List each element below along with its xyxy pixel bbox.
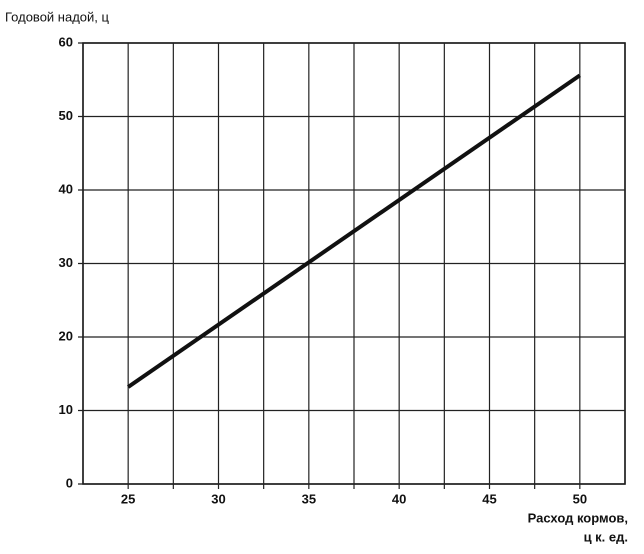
x-tick-label: 25	[121, 491, 135, 506]
x-axis-label: Расход кормов,	[528, 510, 628, 525]
y-axis-label: Годовой надой, ц	[5, 9, 110, 24]
y-tick-label: 60	[59, 34, 73, 49]
y-tick-label: 40	[59, 181, 73, 196]
x-tick-label: 30	[211, 491, 225, 506]
y-tick-label: 50	[59, 108, 73, 123]
x-tick-label: 50	[573, 491, 587, 506]
y-tick-label: 10	[59, 402, 73, 417]
x-tick-label: 40	[392, 491, 406, 506]
y-tick-label: 20	[59, 328, 73, 343]
x-tick-label: 35	[302, 491, 316, 506]
data-line	[127, 73, 581, 389]
x-axis-label: ц к. ед.	[584, 529, 628, 544]
x-tick-label: 45	[482, 491, 496, 506]
y-tick-label: 30	[59, 255, 73, 270]
y-tick-label: 0	[66, 475, 73, 490]
